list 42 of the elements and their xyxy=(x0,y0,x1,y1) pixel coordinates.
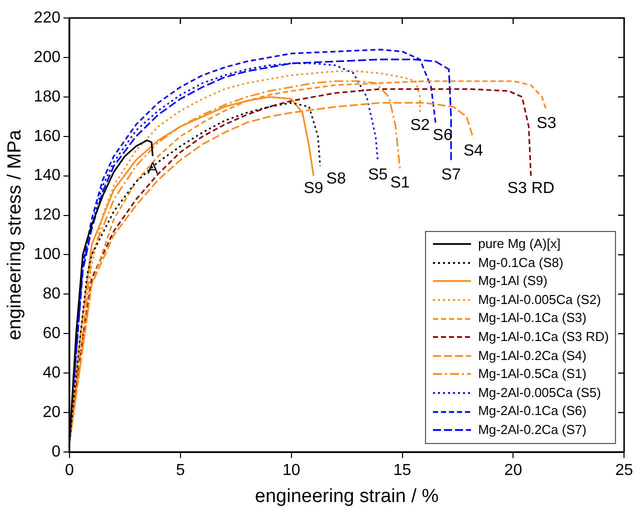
x-tick-label: 0 xyxy=(65,462,74,480)
legend-label: Mg-1Al-0.2Ca (S4) xyxy=(478,346,586,365)
y-tick-label: 200 xyxy=(34,48,61,66)
annotation: S9 xyxy=(304,180,324,198)
legend-label: Mg-0.1Ca (S8) xyxy=(478,254,564,272)
x-tick-label: 15 xyxy=(393,462,412,480)
annotation: S1 xyxy=(390,174,410,192)
y-tick-label: 100 xyxy=(34,246,61,264)
annotation: S4 xyxy=(463,142,484,160)
annotation: S5 xyxy=(368,166,388,184)
legend-label: Mg-1Al-0.1Ca (S3) xyxy=(478,309,586,328)
y-tick-label: 60 xyxy=(42,325,61,342)
annotation: S3 xyxy=(536,115,556,132)
y-tick-label: 140 xyxy=(34,167,61,184)
y-tick-label: 80 xyxy=(42,286,61,303)
legend-label: Mg-2Al-0.1Ca (S6) xyxy=(478,402,586,420)
x-tick-label: 20 xyxy=(504,462,522,480)
y-axis-title: engineering stress / MPa xyxy=(4,129,26,340)
x-tick-label: 10 xyxy=(282,462,300,480)
annotation: S3 RD xyxy=(507,180,554,198)
legend-label: pure Mg (A)[x] xyxy=(478,235,560,253)
annotation: S7 xyxy=(441,166,461,184)
legend-label: Mg-2Al-0.2Ca (S7) xyxy=(478,420,586,439)
annotation: S2 xyxy=(410,117,430,134)
legend-label: Mg-1Al-0.1Ca (S3 RD) xyxy=(478,328,609,346)
annotation: S8 xyxy=(326,170,346,188)
y-tick-label: 120 xyxy=(34,206,61,224)
y-tick-label: 0 xyxy=(52,443,61,460)
y-tick-label: 40 xyxy=(42,364,61,382)
legend-label: Mg-1Al-0.005Ca (S2) xyxy=(478,290,601,309)
annotation: S6 xyxy=(432,126,452,144)
y-tick-label: 220 xyxy=(34,9,61,26)
y-tick-label: 160 xyxy=(34,128,61,145)
x-axis-title: engineering strain / % xyxy=(254,486,439,507)
x-tick-label: 25 xyxy=(615,462,634,480)
y-tick-label: 20 xyxy=(42,404,61,421)
legend-label: Mg-1Al-0.5Ca (S1) xyxy=(478,365,586,384)
legend-label: Mg-2Al-0.005Ca (S5) xyxy=(478,384,601,402)
y-tick-label: 180 xyxy=(34,88,61,106)
legend-label: Mg-1Al (S9) xyxy=(478,272,548,290)
x-tick-label: 5 xyxy=(176,462,185,480)
annotation: A xyxy=(147,160,158,178)
